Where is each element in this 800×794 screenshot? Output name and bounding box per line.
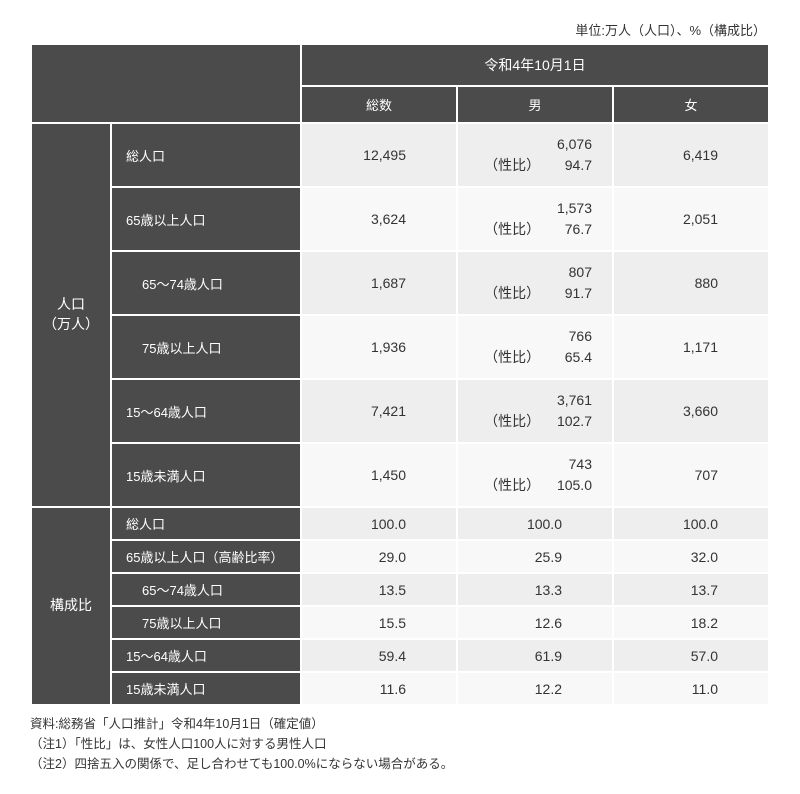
cell-female: 2,051 xyxy=(613,187,769,251)
row-label: 15歳未満人口 xyxy=(111,672,301,705)
cell-female: 3,660 xyxy=(613,379,769,443)
table-body: 人口（万人）総人口12,4956,076（性比） 94.76,41965歳以上人… xyxy=(31,123,769,705)
cell-female: 880 xyxy=(613,251,769,315)
table-row: 15～64歳人口59.461.957.0 xyxy=(31,639,769,672)
table-row: 65～74歳人口1,687807（性比） 91.7880 xyxy=(31,251,769,315)
cell-male: 743（性比） 105.0 xyxy=(457,443,613,507)
cell-total: 29.0 xyxy=(301,540,457,573)
section-label-line2: （万人） xyxy=(43,316,99,332)
section-label-line1: 人口 xyxy=(57,296,85,312)
cell-male: 13.3 xyxy=(457,573,613,606)
cell-male: 100.0 xyxy=(457,507,613,540)
section-label-composition: 構成比 xyxy=(31,507,111,705)
col-male: 男 xyxy=(457,86,613,123)
cell-female: 11.0 xyxy=(613,672,769,705)
cell-male: 807（性比） 91.7 xyxy=(457,251,613,315)
cell-female: 32.0 xyxy=(613,540,769,573)
cell-total: 1,687 xyxy=(301,251,457,315)
notes: 資料:総務省「人口推計」令和4年10月1日（確定値） （注1）「性比」は、女性人… xyxy=(30,714,770,774)
row-label: 75歳以上人口 xyxy=(111,315,301,379)
cell-female: 707 xyxy=(613,443,769,507)
cell-female: 1,171 xyxy=(613,315,769,379)
cell-total: 3,624 xyxy=(301,187,457,251)
note-line: 資料:総務省「人口推計」令和4年10月1日（確定値） xyxy=(30,714,770,734)
cell-male: 61.9 xyxy=(457,639,613,672)
col-total: 総数 xyxy=(301,86,457,123)
table-row: 65～74歳人口13.513.313.7 xyxy=(31,573,769,606)
section-label-population: 人口 （万人） xyxy=(31,123,111,507)
table-row: 75歳以上人口1,936766（性比） 65.41,171 xyxy=(31,315,769,379)
row-label: 15歳未満人口 xyxy=(111,443,301,507)
cell-female: 57.0 xyxy=(613,639,769,672)
table-row: 構成比総人口100.0100.0100.0 xyxy=(31,507,769,540)
cell-female: 13.7 xyxy=(613,573,769,606)
row-label: 15～64歳人口 xyxy=(111,379,301,443)
cell-female: 18.2 xyxy=(613,606,769,639)
cell-total: 12,495 xyxy=(301,123,457,187)
table-row: 15歳未満人口11.612.211.0 xyxy=(31,672,769,705)
cell-female: 100.0 xyxy=(613,507,769,540)
row-label: 15～64歳人口 xyxy=(111,639,301,672)
table-row: 65歳以上人口3,6241,573（性比） 76.72,051 xyxy=(31,187,769,251)
table-row: 15～64歳人口7,4213,761（性比） 102.73,660 xyxy=(31,379,769,443)
table-row: 人口（万人）総人口12,4956,076（性比） 94.76,419 xyxy=(31,123,769,187)
cell-total: 7,421 xyxy=(301,379,457,443)
note-line: （注2）四捨五入の関係で、足し合わせても100.0%にならない場合がある。 xyxy=(30,754,770,774)
row-label: 75歳以上人口 xyxy=(111,606,301,639)
cell-male: 6,076（性比） 94.7 xyxy=(457,123,613,187)
row-label: 65～74歳人口 xyxy=(111,251,301,315)
table-row: 15歳未満人口1,450743（性比） 105.0707 xyxy=(31,443,769,507)
cell-male: 12.6 xyxy=(457,606,613,639)
header-empty xyxy=(31,44,301,123)
row-label: 総人口 xyxy=(111,507,301,540)
cell-total: 1,450 xyxy=(301,443,457,507)
row-label: 65歳以上人口 xyxy=(111,187,301,251)
cell-female: 6,419 xyxy=(613,123,769,187)
table-row: 75歳以上人口15.512.618.2 xyxy=(31,606,769,639)
cell-total: 1,936 xyxy=(301,315,457,379)
cell-male: 1,573（性比） 76.7 xyxy=(457,187,613,251)
cell-total: 13.5 xyxy=(301,573,457,606)
cell-male: 766（性比） 65.4 xyxy=(457,315,613,379)
row-label: 65～74歳人口 xyxy=(111,573,301,606)
row-label: 総人口 xyxy=(111,123,301,187)
cell-total: 11.6 xyxy=(301,672,457,705)
unit-label: 単位:万人（人口）、%（構成比） xyxy=(30,20,770,39)
cell-male: 25.9 xyxy=(457,540,613,573)
table-row: 65歳以上人口（高齢比率）29.025.932.0 xyxy=(31,540,769,573)
row-label: 65歳以上人口（高齢比率） xyxy=(111,540,301,573)
population-table: 令和4年10月1日 総数 男 女 人口（万人）総人口12,4956,076（性比… xyxy=(30,43,770,706)
cell-total: 15.5 xyxy=(301,606,457,639)
cell-male: 3,761（性比） 102.7 xyxy=(457,379,613,443)
note-line: （注1）「性比」は、女性人口100人に対する男性人口 xyxy=(30,734,770,754)
cell-male: 12.2 xyxy=(457,672,613,705)
header-date: 令和4年10月1日 xyxy=(301,44,769,86)
col-female: 女 xyxy=(613,86,769,123)
cell-total: 100.0 xyxy=(301,507,457,540)
cell-total: 59.4 xyxy=(301,639,457,672)
